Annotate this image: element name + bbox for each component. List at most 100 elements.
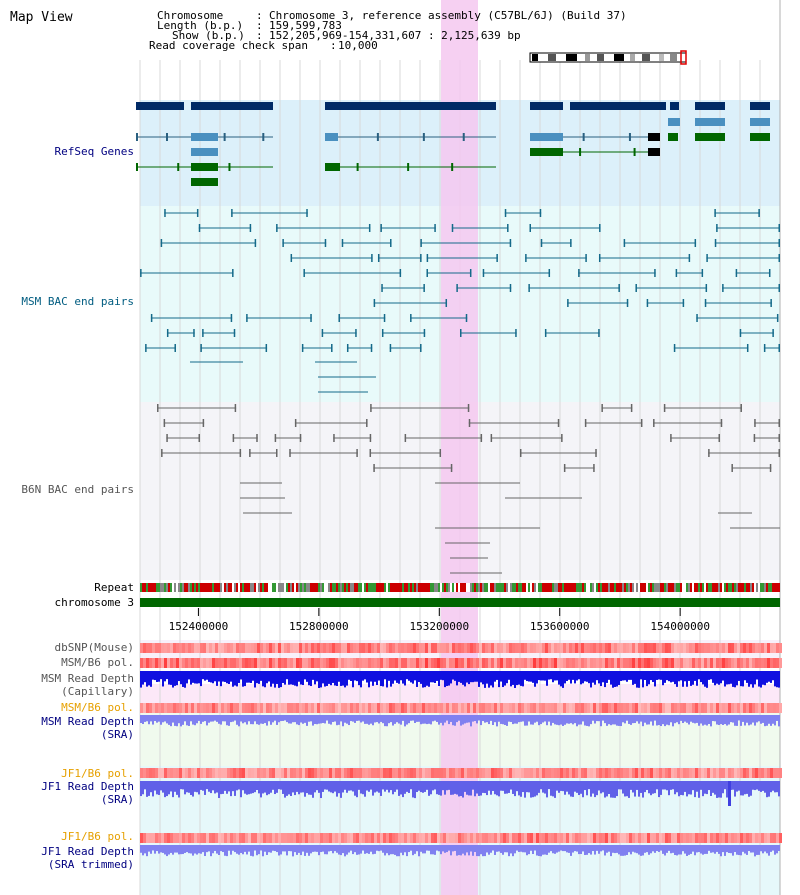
dbsnp-heat xyxy=(194,643,197,653)
jf1-depth-sra-bar xyxy=(238,781,240,790)
jf1-b6-pol-heat xyxy=(629,833,632,843)
msm-b6-pol-heat xyxy=(215,658,218,668)
msm-depth-sra-bar xyxy=(474,715,476,722)
jf1-b6-pol-heat xyxy=(380,833,383,843)
msm-bac-pair-end xyxy=(290,254,293,262)
msm-b6-pol-heat xyxy=(515,658,518,668)
msm-b6-pol-heat xyxy=(275,703,278,713)
msm-b6-pol-heat xyxy=(557,703,560,713)
jf1-depth-trim-bar xyxy=(444,845,446,853)
jf1-depth-trim-bar xyxy=(732,845,734,856)
jf1-depth-trim-bar xyxy=(524,845,526,853)
msm-depth-sra-bar xyxy=(522,715,524,722)
jf1-depth-sra-bar xyxy=(516,781,518,792)
msm-depth-capillary-bar xyxy=(334,671,336,686)
msm-depth-sra-bar xyxy=(392,715,394,726)
jf1-depth-trim-bar xyxy=(450,845,452,856)
jf1-b6-pol-heat xyxy=(680,833,683,843)
msm-depth-capillary-bar xyxy=(670,671,672,683)
jf1-depth-trim-bar xyxy=(394,845,396,855)
msm-depth-sra-bar xyxy=(362,715,364,722)
dbsnp-heat xyxy=(644,643,647,653)
jf1-depth-sra-bar xyxy=(182,781,184,790)
jf1-depth-sra-bar xyxy=(346,781,348,793)
dbsnp-heat xyxy=(167,643,170,653)
jf1-depth-trim-bar xyxy=(370,845,372,852)
msm-depth-capillary-bar xyxy=(744,671,746,681)
msm-b6-pol-heat xyxy=(734,658,737,668)
repeat-mark xyxy=(214,583,216,592)
jf1-b6-pol-heat xyxy=(359,833,362,843)
jf1-depth-sra-bar xyxy=(286,781,288,796)
dbsnp-heat xyxy=(203,643,206,653)
dbsnp-heat xyxy=(191,643,194,653)
msm-depth-sra-bar xyxy=(502,715,504,725)
track-label-b6n-bac[interactable]: B6N BAC end pairs xyxy=(21,483,134,496)
repeat-mark xyxy=(676,583,678,592)
msm-depth-sra-bar xyxy=(280,715,282,722)
jf1-b6-pol-heat xyxy=(170,833,173,843)
jf1-depth-trim-bar xyxy=(352,845,354,855)
jf1-depth-sra-bar xyxy=(422,781,424,793)
msm-depth-sra-bar xyxy=(410,715,412,721)
dbsnp-heat xyxy=(626,643,629,653)
track-label-refseq[interactable]: RefSeq Genes xyxy=(54,145,134,158)
track-label-msm-bac[interactable]: MSM BAC end pairs xyxy=(21,295,134,308)
refseq-gene xyxy=(668,118,680,126)
jf1-depth-trim-bar xyxy=(410,845,412,851)
jf1-b6-pol-heat xyxy=(311,833,314,843)
repeat-mark xyxy=(308,583,310,592)
repeat-mark xyxy=(236,583,238,592)
jf1-depth-sra-bar xyxy=(274,781,276,795)
b6n-bac-pair-end xyxy=(740,404,742,412)
jf1-b6-pol-heat xyxy=(692,833,695,843)
msm-depth-sra-bar xyxy=(448,715,450,725)
jf1-depth-trim-bar xyxy=(332,845,334,854)
jf1-b6-pol-heat xyxy=(656,768,659,778)
msm-depth-sra-bar xyxy=(626,715,628,721)
b6n-bac-pair-end xyxy=(356,449,358,457)
msm-b6-pol-heat xyxy=(707,703,710,713)
msm-bac-pair-end xyxy=(145,344,147,352)
jf1-b6-pol-heat xyxy=(182,833,185,843)
jf1-b6-pol-heat xyxy=(773,833,776,843)
jf1-depth-sra-bar xyxy=(536,781,538,796)
jf1-b6-pol-heat xyxy=(203,833,206,843)
msm-depth-capillary-bar xyxy=(242,671,244,687)
msm-depth-capillary-bar xyxy=(244,671,246,687)
msm-b6-pol-heat xyxy=(140,703,143,713)
b6n-bac-pair-end xyxy=(778,434,780,442)
dbsnp-heat xyxy=(275,643,278,653)
dbsnp-heat xyxy=(509,643,512,653)
jf1-depth-sra-bar xyxy=(756,781,758,790)
jf1-b6-pol-heat xyxy=(671,768,674,778)
msm-depth-capillary-bar xyxy=(140,671,142,688)
jf1-depth-sra-bar xyxy=(726,781,728,798)
jf1-depth-sra-bar xyxy=(530,781,532,798)
repeat-mark xyxy=(298,583,300,592)
jf1-b6-pol-heat xyxy=(149,768,152,778)
msm-b6-pol-heat xyxy=(647,703,650,713)
msm-depth-sra-bar xyxy=(310,715,312,722)
msm-b6-pol-heat xyxy=(587,658,590,668)
jf1-b6-pol-heat xyxy=(164,768,167,778)
jf1-depth-trim-bar xyxy=(746,845,748,855)
repeat-mark xyxy=(458,583,460,592)
msm-b6-pol-heat xyxy=(371,703,374,713)
msm-depth-capillary-bar xyxy=(314,671,316,685)
msm-depth-capillary-bar xyxy=(376,671,378,686)
msm-b6-pol-heat xyxy=(344,703,347,713)
jf1-b6-pol-heat xyxy=(470,768,473,778)
dbsnp-heat xyxy=(416,643,419,653)
msm-depth-sra-bar xyxy=(622,715,624,723)
jf1-b6-pol-heat xyxy=(323,833,326,843)
refseq-gene xyxy=(191,148,218,156)
jf1-depth-sra-bar xyxy=(210,781,212,794)
jf1-depth-sra-bar xyxy=(362,781,364,795)
repeat-mark xyxy=(646,583,648,592)
gene-exon xyxy=(462,133,465,141)
jf1-b6-pol-heat xyxy=(365,768,368,778)
jf1-depth-trim-bar xyxy=(680,845,682,855)
jf1-depth-sra-bar xyxy=(290,781,292,796)
